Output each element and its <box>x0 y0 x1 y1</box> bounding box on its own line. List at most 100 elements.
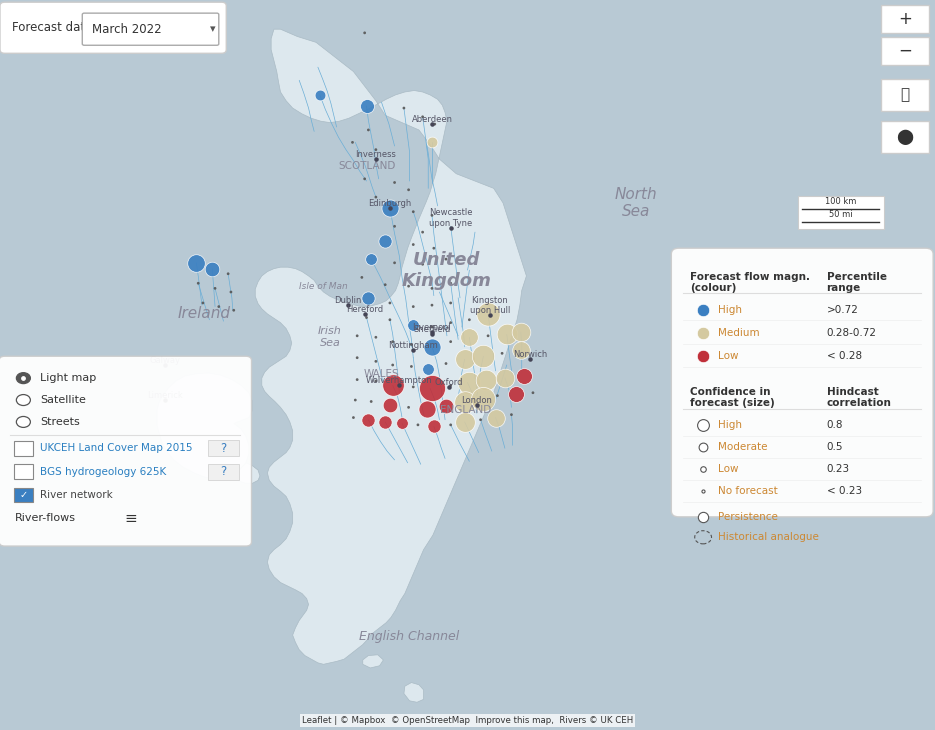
Text: 0.8: 0.8 <box>827 420 843 430</box>
Point <box>415 111 430 123</box>
Text: Wolverhampton: Wolverhampton <box>366 377 433 385</box>
Point <box>410 419 425 431</box>
Point <box>469 399 484 411</box>
Point <box>387 220 402 232</box>
Point <box>481 330 496 342</box>
Text: Liverpool: Liverpool <box>412 323 452 332</box>
Text: ENGLAND: ENGLAND <box>440 405 491 415</box>
Point <box>345 137 360 148</box>
Text: 0.28-0.72: 0.28-0.72 <box>827 328 876 338</box>
Point <box>16 372 31 384</box>
Point <box>350 374 365 385</box>
Point <box>189 257 204 269</box>
Point <box>696 327 711 339</box>
Point <box>350 352 365 364</box>
Point <box>439 400 453 412</box>
Point <box>457 396 472 407</box>
Point <box>473 414 488 426</box>
Point <box>364 396 379 407</box>
Text: −: − <box>899 42 912 60</box>
Text: ⬤: ⬤ <box>897 130 913 145</box>
Point <box>158 359 173 371</box>
FancyBboxPatch shape <box>881 79 929 111</box>
Point <box>368 144 383 155</box>
Text: 50 mi: 50 mi <box>828 210 853 219</box>
Circle shape <box>17 394 30 406</box>
Text: Oxford: Oxford <box>435 378 463 387</box>
Point <box>357 173 372 185</box>
Text: 0.23: 0.23 <box>827 464 850 474</box>
FancyBboxPatch shape <box>208 464 239 480</box>
Point <box>226 304 241 316</box>
Point <box>424 326 439 338</box>
Point <box>443 380 458 391</box>
Text: WALES: WALES <box>364 369 399 379</box>
Point <box>525 387 540 399</box>
Point <box>158 394 173 406</box>
Point <box>457 353 472 365</box>
Text: Sheffield: Sheffield <box>413 325 451 334</box>
Polygon shape <box>363 655 383 668</box>
Text: Historical analogue: Historical analogue <box>718 532 819 542</box>
Text: High: High <box>718 304 742 315</box>
FancyBboxPatch shape <box>671 248 933 517</box>
Polygon shape <box>230 463 260 483</box>
Text: Hereford: Hereford <box>346 305 383 314</box>
Circle shape <box>17 372 30 384</box>
Point <box>378 235 393 247</box>
Point <box>696 485 711 496</box>
Point <box>195 297 210 309</box>
Point <box>424 328 439 339</box>
Point <box>208 283 223 294</box>
Point <box>481 308 496 320</box>
Point <box>499 328 514 340</box>
Point <box>443 297 458 309</box>
FancyBboxPatch shape <box>0 356 252 546</box>
Text: March 2022: March 2022 <box>92 23 161 36</box>
FancyBboxPatch shape <box>14 488 33 502</box>
Text: UKCEH Land Cover Map 2015: UKCEH Land Cover Map 2015 <box>40 443 193 453</box>
Point <box>495 347 510 359</box>
Point <box>443 277 458 289</box>
Point <box>424 210 439 221</box>
Text: Confidence in: Confidence in <box>690 387 770 397</box>
Point <box>509 388 524 400</box>
Point <box>424 321 439 333</box>
Text: River-flows: River-flows <box>15 513 76 523</box>
Text: correlation: correlation <box>827 398 891 408</box>
Point <box>424 341 439 353</box>
Point <box>368 153 383 165</box>
Point <box>364 253 379 265</box>
Point <box>387 257 402 269</box>
Point <box>350 330 365 342</box>
Point <box>361 124 376 136</box>
Text: Edinburgh: Edinburgh <box>368 199 411 208</box>
Polygon shape <box>157 373 252 478</box>
Point <box>385 380 400 391</box>
Point <box>479 374 494 385</box>
Point <box>462 331 477 343</box>
Point <box>424 383 439 394</box>
Point <box>368 356 383 367</box>
Point <box>497 372 512 384</box>
Text: ✓: ✓ <box>20 490 27 500</box>
Text: < 0.23: < 0.23 <box>827 485 862 496</box>
Point <box>424 118 439 130</box>
Text: Kingston
upon Hull: Kingston upon Hull <box>469 296 511 315</box>
Point <box>221 268 236 280</box>
Point <box>385 336 400 347</box>
Point <box>523 353 538 365</box>
Text: Norwich: Norwich <box>513 350 547 359</box>
Text: ▾: ▾ <box>210 24 216 34</box>
Point <box>424 137 439 148</box>
Point <box>443 222 458 234</box>
Text: London: London <box>461 396 493 405</box>
FancyBboxPatch shape <box>881 37 929 65</box>
Text: Medium: Medium <box>718 328 760 338</box>
Point <box>443 336 458 347</box>
Point <box>424 283 439 294</box>
Text: Streets: Streets <box>40 417 80 427</box>
Point <box>406 381 421 393</box>
Text: Dublin: Dublin <box>334 296 362 305</box>
Point <box>382 399 397 411</box>
